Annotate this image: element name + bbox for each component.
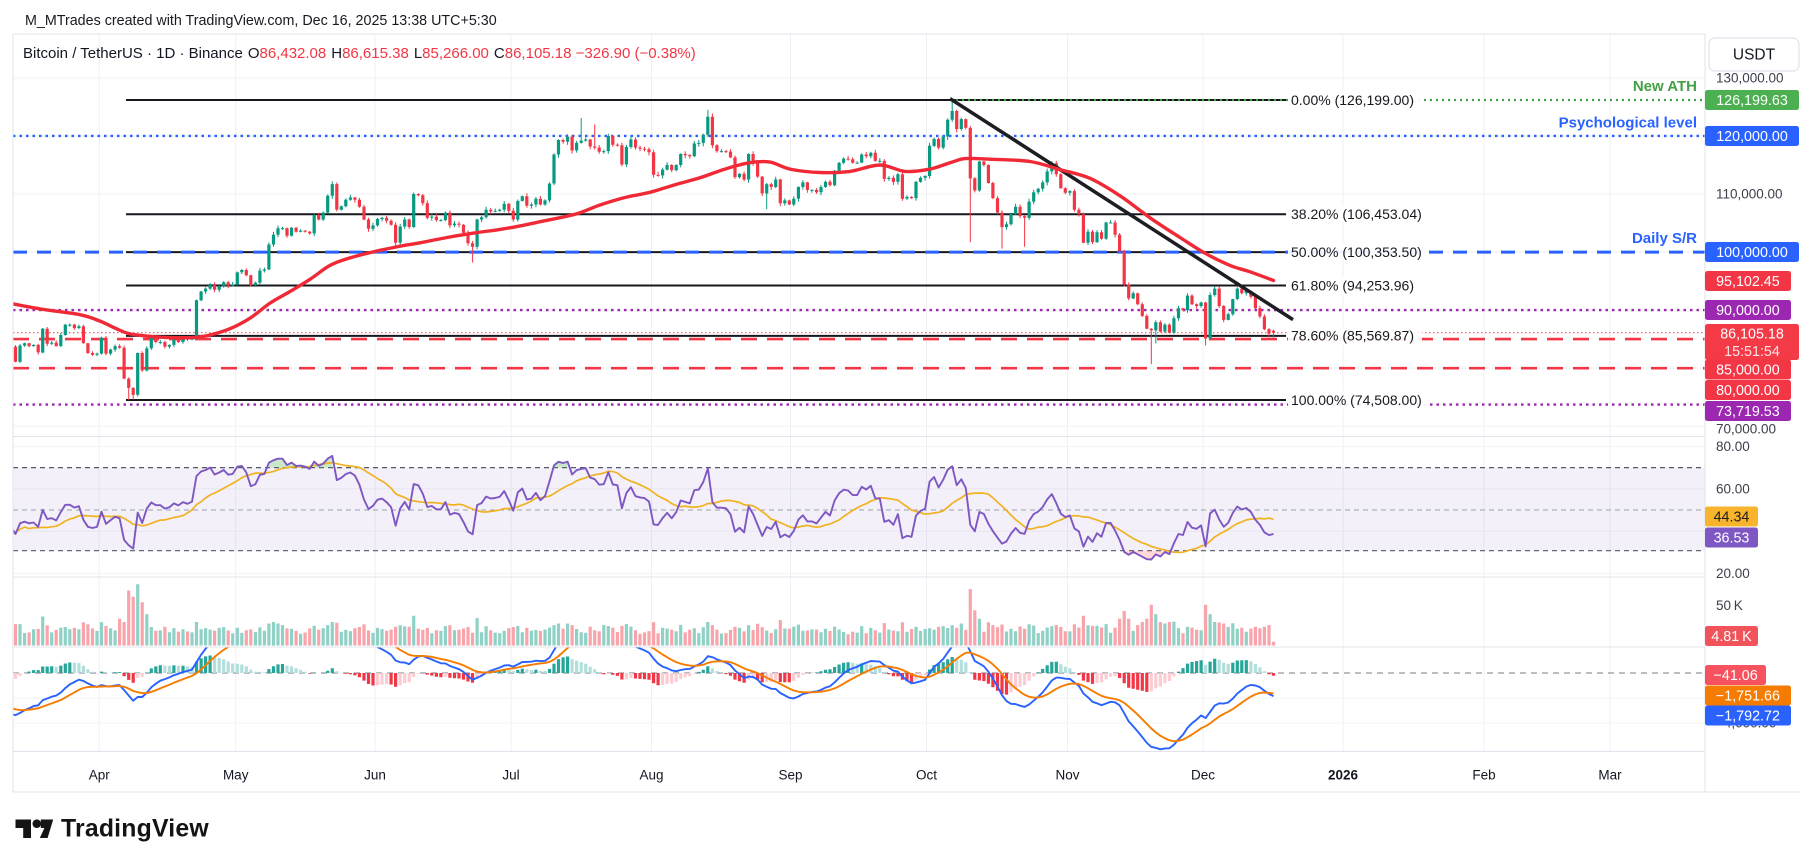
svg-text:−41.06: −41.06: [1714, 668, 1758, 684]
svg-text:130,000.00: 130,000.00: [1716, 70, 1784, 85]
svg-text:80,000.00: 80,000.00: [1716, 383, 1780, 399]
svg-text:USDT: USDT: [1733, 47, 1776, 64]
svg-text:120,000.00: 120,000.00: [1716, 129, 1788, 145]
svg-text:Oct: Oct: [916, 768, 937, 783]
svg-text:44.34: 44.34: [1714, 510, 1750, 526]
svg-text:70,000.00: 70,000.00: [1716, 422, 1776, 437]
svg-text:36.53: 36.53: [1714, 531, 1750, 547]
svg-text:60.00: 60.00: [1716, 481, 1750, 496]
svg-text:Bitcoin / TetherUS · 1D · Bina: Bitcoin / TetherUS · 1D · Binance O86,43…: [23, 45, 696, 62]
svg-text:100,000.00: 100,000.00: [1716, 245, 1788, 261]
svg-text:Jun: Jun: [364, 768, 386, 783]
svg-text:126,199.63: 126,199.63: [1716, 93, 1788, 109]
svg-text:TradingView: TradingView: [61, 816, 209, 843]
svg-text:M_MTrades created with Trading: M_MTrades created with TradingView.com, …: [25, 13, 497, 29]
svg-text:New ATH: New ATH: [1633, 78, 1697, 95]
svg-text:Daily S/R: Daily S/R: [1632, 230, 1697, 247]
svg-text:Jul: Jul: [502, 768, 519, 783]
svg-text:Apr: Apr: [89, 768, 111, 783]
svg-text:38.20% (106,453.04): 38.20% (106,453.04): [1291, 206, 1422, 222]
svg-text:110,000.00: 110,000.00: [1716, 187, 1783, 202]
svg-text:100.00% (74,508.00): 100.00% (74,508.00): [1291, 392, 1422, 408]
svg-text:0.00% (126,199.00): 0.00% (126,199.00): [1291, 92, 1414, 108]
svg-text:86,105.18: 86,105.18: [1720, 327, 1784, 343]
svg-text:Mar: Mar: [1598, 768, 1622, 783]
svg-text:61.80% (94,253.96): 61.80% (94,253.96): [1291, 277, 1414, 293]
svg-text:4.81 K: 4.81 K: [1711, 629, 1752, 645]
svg-text:73,719.53: 73,719.53: [1716, 404, 1780, 420]
svg-text:15:51:54: 15:51:54: [1724, 344, 1780, 360]
svg-text:90,000.00: 90,000.00: [1716, 303, 1780, 319]
svg-text:85,000.00: 85,000.00: [1716, 363, 1780, 379]
svg-text:2026: 2026: [1328, 768, 1359, 783]
svg-text:50 K: 50 K: [1716, 598, 1743, 613]
svg-text:−1,792.72: −1,792.72: [1716, 709, 1780, 725]
svg-text:Sep: Sep: [778, 768, 802, 783]
svg-text:May: May: [223, 768, 249, 783]
svg-text:Psychological level: Psychological level: [1559, 115, 1697, 132]
svg-text:Nov: Nov: [1055, 768, 1079, 783]
svg-text:−1,751.66: −1,751.66: [1716, 689, 1780, 705]
svg-text:95,102.45: 95,102.45: [1716, 274, 1780, 290]
svg-text:20.00: 20.00: [1716, 566, 1750, 581]
svg-text:78.60% (85,569.87): 78.60% (85,569.87): [1291, 328, 1414, 344]
svg-text:50.00% (100,353.50): 50.00% (100,353.50): [1291, 244, 1422, 260]
svg-text:Feb: Feb: [1472, 768, 1495, 783]
svg-text:80.00: 80.00: [1716, 439, 1750, 454]
svg-text:Dec: Dec: [1191, 768, 1215, 783]
svg-text:Aug: Aug: [639, 768, 663, 783]
